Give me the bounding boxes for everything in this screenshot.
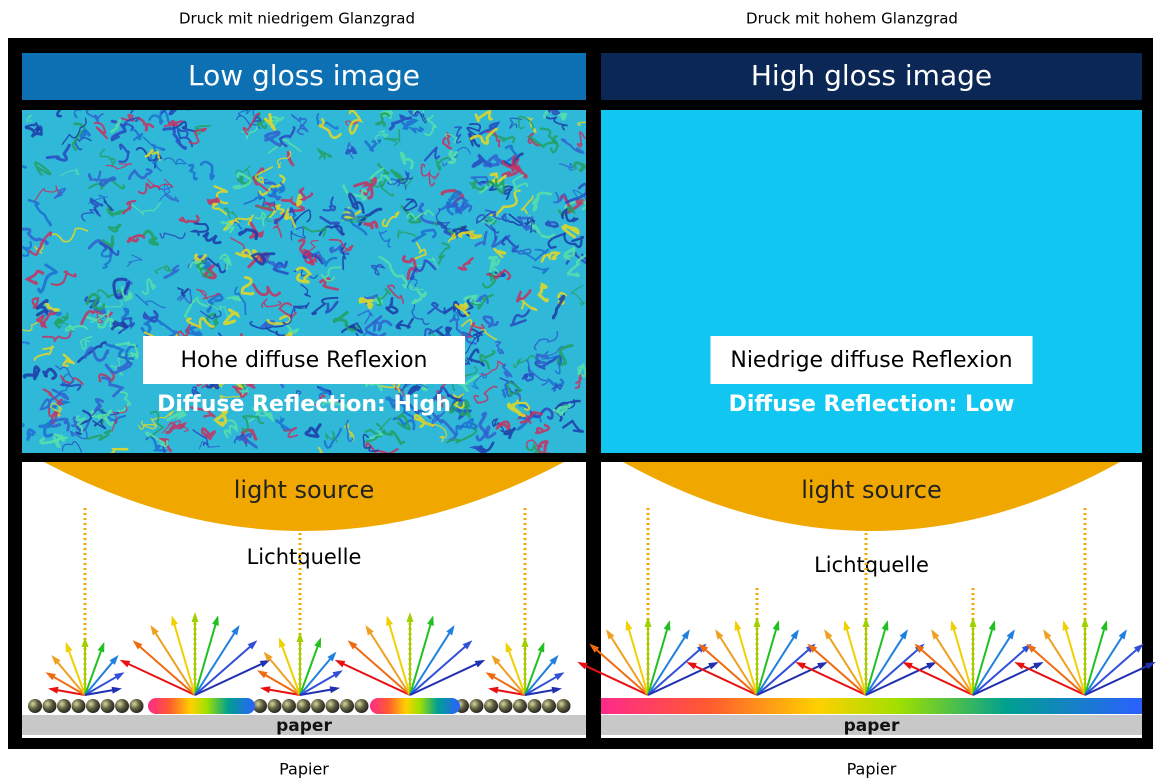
overlay-label: Hohe diffuse Reflexion (180, 348, 427, 373)
ink-film (601, 698, 1142, 714)
ink-particle (340, 699, 354, 713)
ink-particle (268, 699, 282, 713)
texture-stroke (578, 364, 585, 376)
texture-stroke (490, 257, 499, 265)
ink-particle (57, 699, 71, 713)
ink-particle (115, 699, 129, 713)
paper-caption: Papier (847, 760, 897, 779)
ink-particle (355, 699, 369, 713)
ink-particle (513, 699, 527, 713)
light-source-label: light source (234, 476, 375, 504)
paper-caption: Papier (279, 760, 329, 779)
paper-label: paper (844, 716, 900, 736)
ink-particle (528, 699, 542, 713)
ink-particle (86, 699, 100, 713)
panel-title: Low gloss image (188, 59, 420, 92)
caption: Druck mit niedrigem Glanzgrad (179, 10, 415, 28)
light-source-de: Lichtquelle (814, 553, 929, 577)
ink-particle (130, 699, 144, 713)
ink-particle (282, 699, 296, 713)
ink-particle (484, 699, 498, 713)
light-source-label: light source (801, 476, 942, 504)
ink-particle (101, 699, 115, 713)
ink-particle (326, 699, 340, 713)
ink-particle (542, 699, 556, 713)
light-source-de: Lichtquelle (247, 545, 362, 569)
ink-particle (499, 699, 513, 713)
ink-particle (28, 699, 42, 713)
ink-particle (470, 699, 484, 713)
paper-label: paper (276, 716, 332, 736)
ink-particle (557, 699, 571, 713)
overlay-caption: Diffuse Reflection: High (157, 392, 451, 417)
texture-stroke (297, 195, 300, 205)
overlay-caption: Diffuse Reflection: Low (729, 392, 1015, 417)
ink-film (148, 698, 255, 714)
ink-particle (311, 699, 325, 713)
panel-title: High gloss image (751, 59, 992, 92)
ink-particle (72, 699, 86, 713)
ink-particle (297, 699, 311, 713)
diagram: Low gloss image Hohe diffuse Reflexion Dif… (0, 0, 1161, 782)
overlay-label: Niedrige diffuse Reflexion (730, 348, 1012, 373)
texture-stroke (209, 199, 219, 204)
caption: Druck mit hohem Glanzgrad (746, 10, 958, 28)
ink-particle (253, 699, 267, 713)
ink-particle (43, 699, 57, 713)
ink-film (370, 698, 460, 714)
